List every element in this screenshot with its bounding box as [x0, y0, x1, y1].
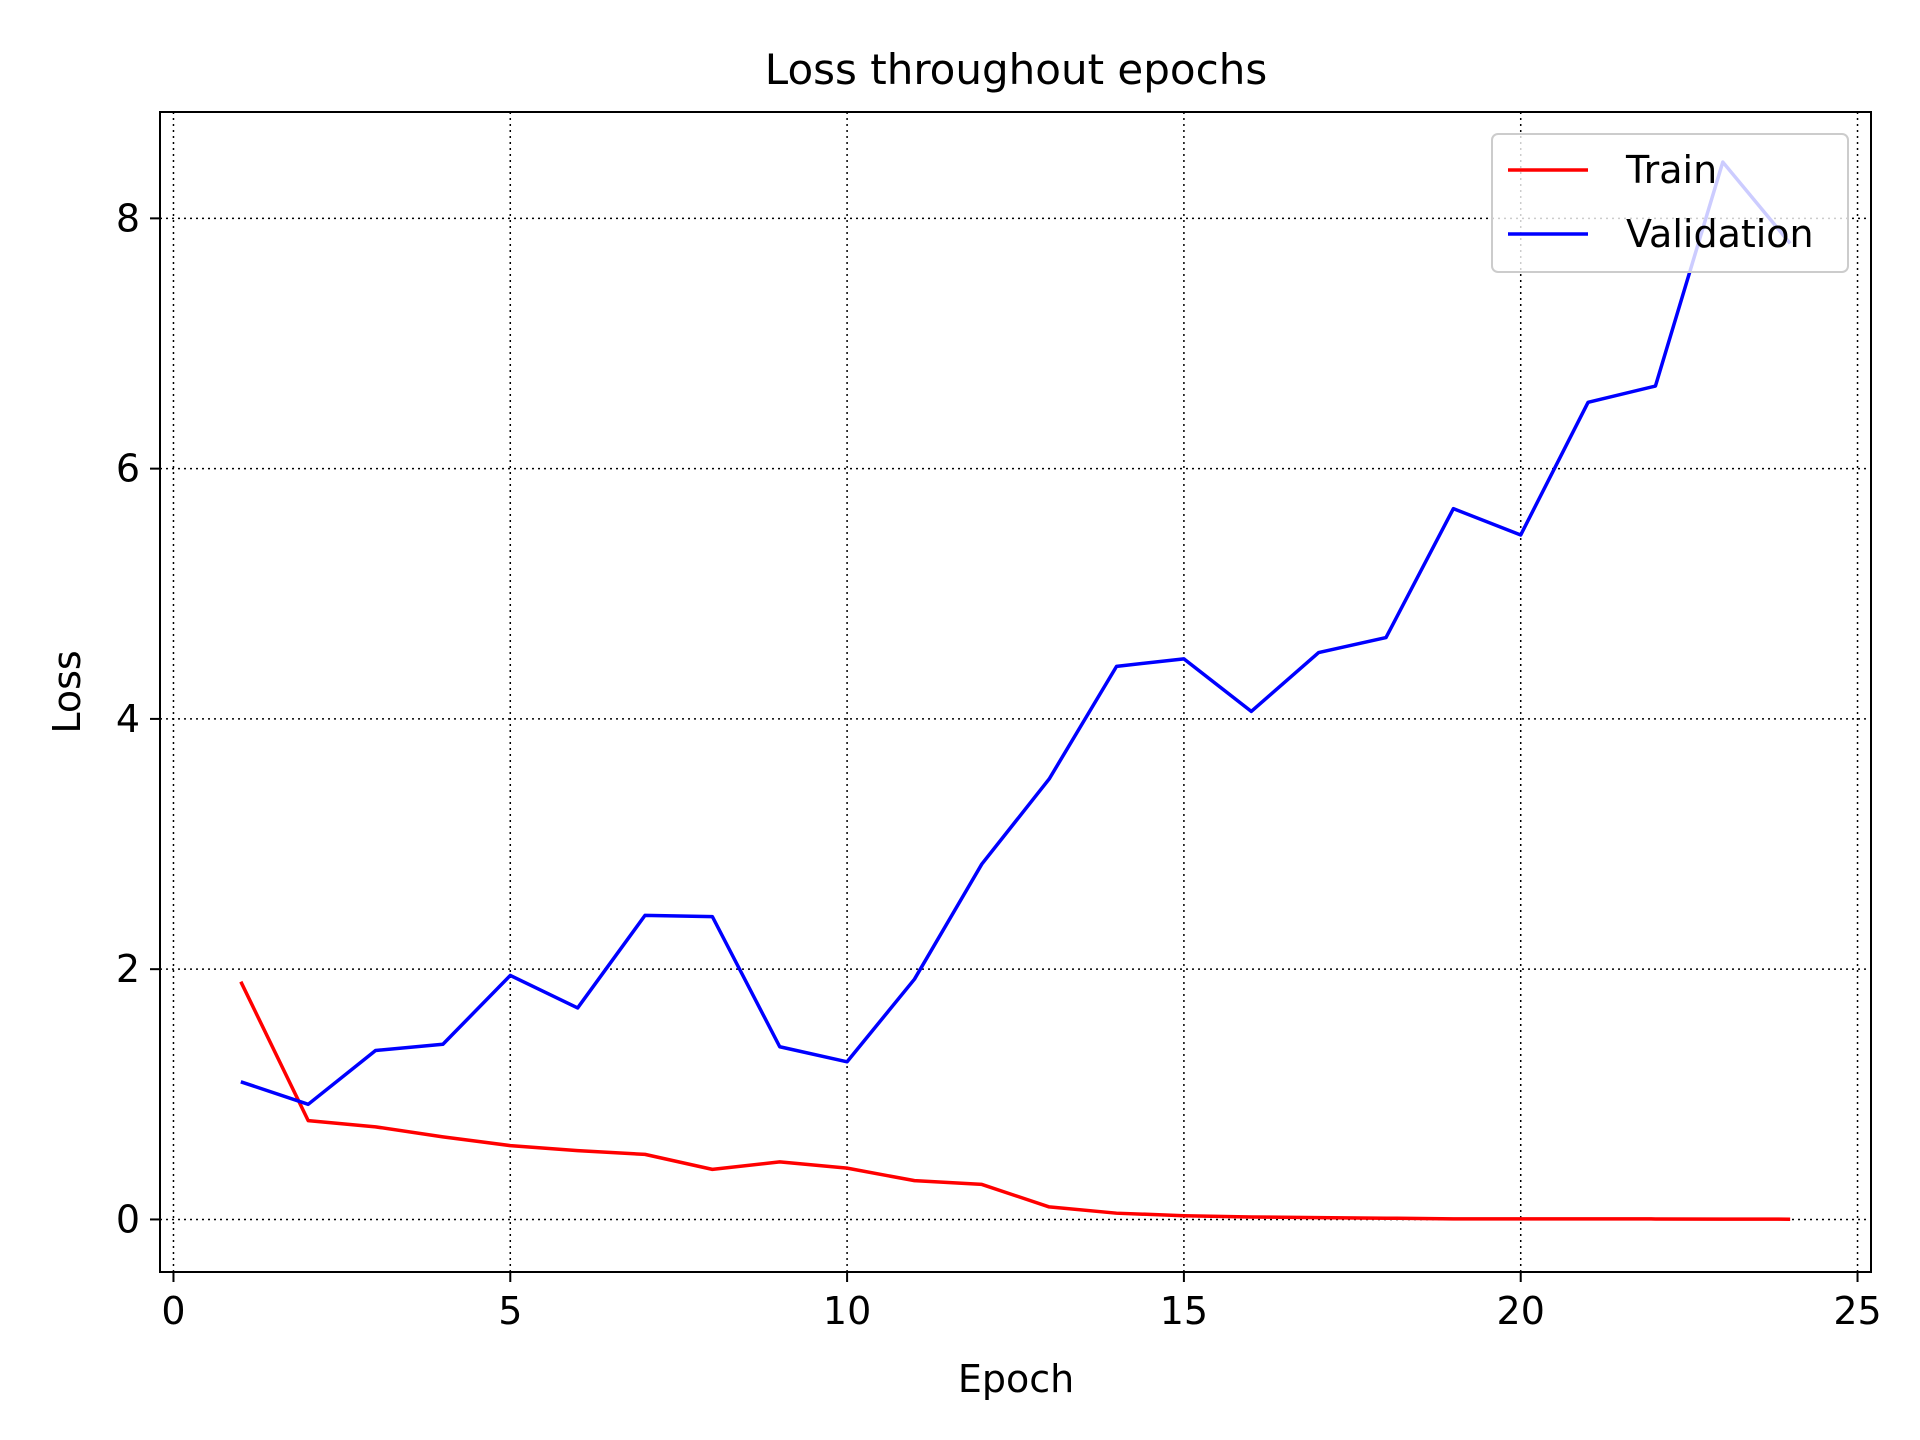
x-tick-label: 5	[498, 1289, 522, 1333]
x-tick-label: 15	[1160, 1289, 1208, 1333]
y-axis-ticks: 0 2 4 6 8	[116, 196, 160, 1241]
x-tick-label: 20	[1497, 1289, 1545, 1333]
x-tick-label: 10	[823, 1289, 871, 1333]
legend-label: Validation	[1626, 212, 1814, 256]
legend: Train Validation	[1491, 133, 1849, 273]
chart-title: Loss throughout epochs	[765, 45, 1267, 94]
legend-label: Train	[1625, 148, 1717, 192]
y-axis-label: Loss	[45, 650, 89, 733]
plot-frame	[159, 111, 1872, 1273]
y-tick-label: 0	[116, 1197, 140, 1241]
y-tick-label: 8	[116, 196, 140, 240]
x-axis-ticks: 0 5 10 15 20 25	[161, 1272, 1882, 1333]
series-lines	[239, 160, 1792, 1221]
x-axis-label: Epoch	[958, 1357, 1074, 1401]
x-tick-label: 25	[1833, 1289, 1881, 1333]
y-tick-label: 6	[116, 447, 140, 491]
y-tick-label: 2	[116, 947, 140, 991]
grid	[160, 112, 1871, 1272]
y-tick-label: 4	[116, 697, 140, 741]
series-line-train	[239, 980, 1791, 1221]
series-line-validation	[240, 160, 1792, 1107]
x-tick-label: 0	[161, 1289, 185, 1333]
